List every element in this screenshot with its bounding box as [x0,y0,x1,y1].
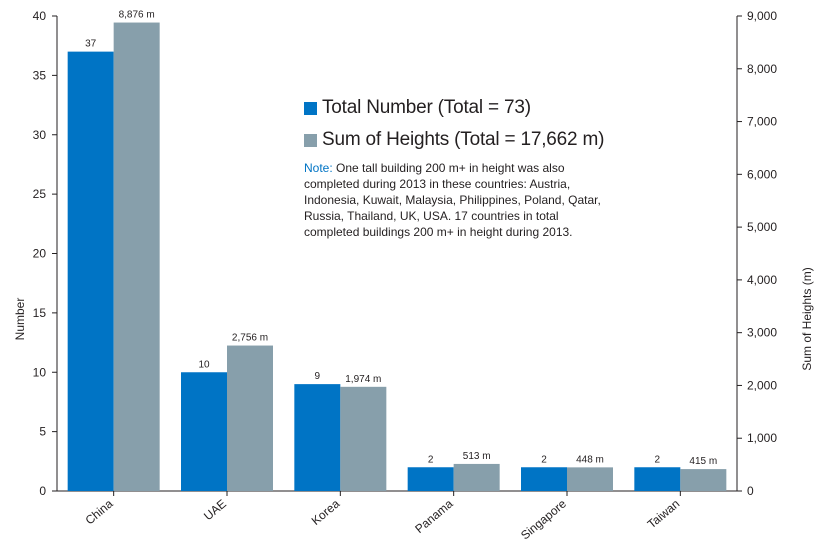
legend-label-sum-of-heights: Sum of Heights (Total = 17,662 m) [322,129,605,150]
x-tick-label: Taiwan [645,497,683,532]
bar-sum-of-heights [453,463,500,491]
data-label-total-number: 9 [315,371,321,382]
x-tick-label: Panama [412,496,455,536]
bar-sum-of-heights [113,22,160,492]
data-label-total-number: 37 [85,39,97,50]
data-label-total-number: 2 [541,454,547,465]
y-tick-label: 5 [39,425,46,439]
x-tick-label: China [83,496,116,527]
data-label-sum-of-heights: 8,876 m [119,10,155,21]
y-tick-label: 35 [33,68,47,82]
data-labels: 37 8,876 m 10 2,756 m 9 1,974 m 2 513 m 2 448 m 2 4… [85,10,717,468]
legend-item-sum-of-heights: Sum of Heights (Total = 17,662 m) [304,124,604,156]
bar-sum-of-heights [567,467,613,491]
bar-sum-of-heights [680,469,727,491]
note-label: Note: [304,161,333,175]
data-label-sum-of-heights: 2,756 m [232,333,268,344]
y2-tick-label: 3,000 [747,326,777,340]
legend: Total Number (Total = 73) Sum of Heights… [304,92,604,156]
y2-tick-label: 2,000 [747,378,777,392]
y2-tick-label: 9,000 [747,9,777,23]
data-label-total-number: 2 [655,454,661,465]
y2-tick-label: 6,000 [747,167,777,181]
bar-total-number [521,467,567,491]
y2-tick-label: 0 [747,484,754,498]
data-label-sum-of-heights: 513 m [463,451,491,462]
legend-swatch-sum-of-heights [304,133,317,147]
bar-sum-of-heights [340,386,387,491]
x-tick-label: UAE [201,497,229,524]
chart-note: Note: One tall building 200 m+ in height… [304,160,604,240]
bars [67,22,727,492]
data-label-sum-of-heights: 448 m [576,454,604,465]
data-label-sum-of-heights: 1,974 m [345,374,381,385]
note-text: One tall building 200 m+ in height was a… [304,161,601,239]
legend-swatch-total-number [304,101,317,115]
y2-tick-label: 1,000 [747,431,777,445]
y-tick-label: 0 [39,484,46,498]
y2-tick-label: 5,000 [747,220,777,234]
bar-total-number [181,372,227,491]
y-tick-label: 25 [33,187,47,201]
y2-tick-label: 8,000 [747,62,777,76]
y2-tick-label: 4,000 [747,273,777,287]
y-tick-label: 40 [33,9,47,23]
bar-total-number [294,384,341,491]
bar-total-number [407,467,454,491]
data-label-total-number: 10 [198,359,210,370]
data-label-total-number: 2 [428,454,434,465]
y2-tick-label: 7,000 [747,115,777,129]
data-label-sum-of-heights: 415 m [689,456,717,467]
y-tick-label: 20 [33,247,47,261]
x-tick-label: Singapore [518,496,569,542]
y-tick-label: 30 [33,128,47,142]
y2-axis-label: Sum of Heights (m) [800,267,814,370]
x-tick-label: Korea [309,496,343,528]
y-tick-label: 10 [33,365,47,379]
y-axis-label: Number [13,298,27,341]
bar-sum-of-heights [227,345,273,491]
bar-total-number [634,467,681,491]
bar-total-number [67,51,114,491]
legend-label-total-number: Total Number (Total = 73) [322,97,531,118]
legend-item-total-number: Total Number (Total = 73) [304,92,604,124]
axes: 0 5 10 15 20 25 30 35 40 0 1,000 2,000 3,000 4,000 5,0… [33,9,778,542]
y-tick-label: 15 [33,306,47,320]
